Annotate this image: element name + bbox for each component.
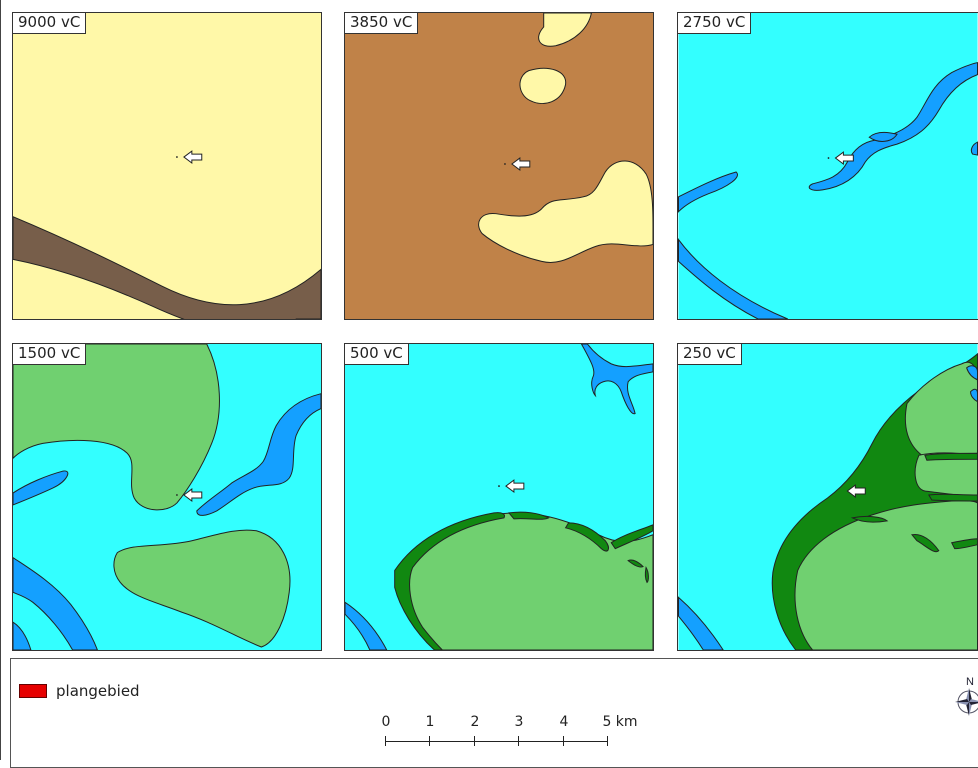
tidal-channel (13, 621, 32, 650)
land-area (113, 529, 291, 648)
sand-area (13, 13, 321, 319)
north-letter: N (966, 676, 974, 688)
map-panel-1500: 1500 vC (12, 343, 322, 651)
map-panel-2750: 2750 vC (677, 12, 978, 320)
panel-label: 500 vC (345, 344, 409, 365)
arrow-left-icon (827, 151, 854, 166)
tidal-channel (678, 596, 724, 650)
tidal-creek (580, 344, 653, 415)
scale-tick (563, 736, 564, 746)
scale-label: 1 (425, 714, 435, 730)
sea-area (678, 13, 978, 319)
map-panel-3850: 3850 vC (344, 12, 654, 320)
scale-label: 0 (381, 714, 391, 730)
map-3850-svg (345, 13, 653, 319)
map-9000-svg (13, 13, 321, 319)
scale-tick (518, 736, 519, 746)
salt-marsh (507, 511, 550, 520)
scale-tick (429, 736, 430, 746)
tidal-creek (868, 131, 898, 142)
salt-marsh (394, 512, 505, 650)
river-valley (13, 216, 321, 319)
scale-label: 2 (470, 714, 480, 730)
scale-tick (474, 736, 475, 746)
salt-marsh (850, 515, 889, 523)
tidal-channel (196, 393, 321, 516)
map-1500-svg (13, 344, 321, 650)
tidal-channel (678, 171, 738, 213)
panel-label: 2750 vC (678, 13, 752, 34)
panel-label: 250 vC (678, 344, 742, 365)
salt-marsh (644, 566, 649, 584)
arrow-left-icon (498, 479, 525, 494)
map-panel-250: 250 vC (677, 343, 978, 651)
salt-marsh (564, 522, 609, 552)
scale-label: 5 km (602, 714, 638, 730)
panel-label: 3850 vC (345, 13, 419, 34)
map-2750-svg (678, 13, 978, 319)
legend-swatch-plangebied (19, 684, 47, 698)
salt-marsh (924, 452, 978, 461)
salt-marsh (610, 524, 653, 550)
tidal-channel (678, 238, 788, 319)
scale-tick (385, 736, 386, 746)
tidal-channel (345, 601, 388, 650)
salt-marsh (928, 493, 978, 502)
scale-label: 3 (514, 714, 524, 730)
panel-label: 9000 vC (13, 13, 87, 34)
arrow-left-icon (504, 157, 531, 171)
map-panel-500: 500 vC (344, 343, 654, 651)
sand-island (538, 13, 592, 47)
tidal-creek (970, 141, 978, 156)
tidal-channel (13, 470, 69, 506)
panel-label: 1500 vC (13, 344, 87, 365)
scale-tick (607, 736, 608, 746)
arrow-left-icon (176, 488, 203, 502)
arrow-left-icon (176, 150, 203, 165)
map-panel-9000: 9000 vC (12, 12, 322, 320)
legend-box (10, 658, 978, 768)
scale-label: 4 (559, 714, 569, 730)
map-500-svg (345, 344, 653, 650)
arrow-left-icon (846, 484, 866, 498)
sand-ridge (478, 160, 653, 263)
map-250-svg (678, 344, 978, 650)
sand-island (519, 67, 567, 104)
salt-marsh (627, 559, 644, 568)
land-area (13, 344, 220, 511)
tidal-channel (13, 557, 98, 650)
north-arrow-icon: N (955, 676, 978, 716)
legend-label: plangebied (56, 682, 140, 700)
scale-bar-line (385, 741, 608, 742)
salt-marsh (911, 533, 940, 553)
peat-area (345, 13, 653, 319)
